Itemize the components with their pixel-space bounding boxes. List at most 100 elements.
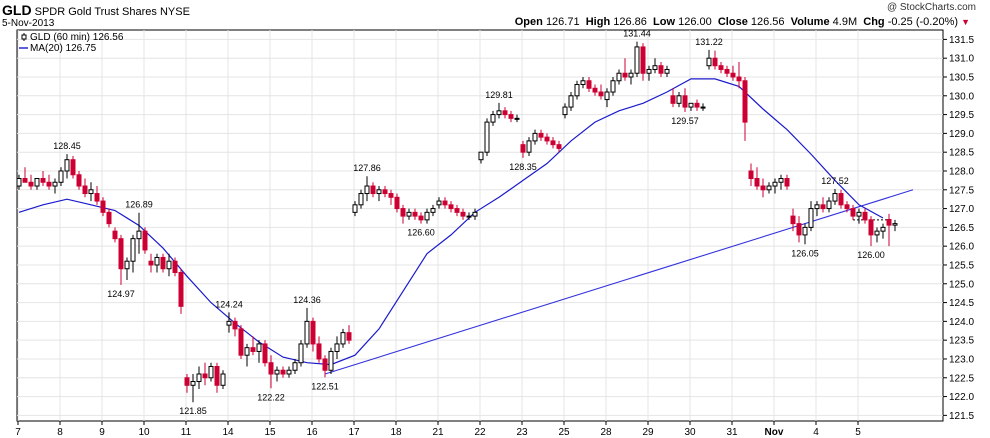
candle-body: [598, 91, 604, 97]
candle-down: [316, 336, 322, 363]
candle-body: [760, 185, 766, 191]
candle-up: [802, 223, 808, 245]
candle-down: [394, 193, 400, 213]
candle-body: [682, 95, 688, 108]
x-tick-label: Nov: [765, 427, 784, 438]
candle-body: [802, 226, 808, 236]
candle-up: [220, 370, 226, 390]
candle-body: [622, 72, 628, 78]
candle-up: [436, 197, 442, 209]
candle-body: [460, 211, 466, 217]
candle-body: [538, 132, 544, 138]
candle-body: [796, 223, 802, 236]
legend-item-price: GLD (60 min) 126.56: [21, 32, 124, 43]
candle-up: [304, 307, 310, 348]
candle-body: [166, 260, 172, 270]
candle-down: [820, 197, 826, 213]
candle-up: [292, 358, 298, 375]
price-label: 131.22: [695, 37, 723, 47]
candle-down: [268, 355, 274, 389]
y-tick-label: 123.5: [949, 336, 974, 347]
y-tick-label: 126.5: [949, 223, 974, 234]
candle-body: [292, 362, 298, 371]
x-tick-label: 22: [474, 427, 486, 438]
candle-up: [814, 201, 820, 217]
candle-body: [544, 136, 550, 142]
candle-body: [670, 95, 676, 104]
candle-body: [388, 193, 394, 198]
high-label: High: [585, 16, 611, 28]
candle-up: [196, 366, 202, 390]
candle-body: [328, 350, 334, 371]
candle-down: [172, 257, 178, 277]
candle-up: [154, 253, 160, 273]
y-tick-label: 124.5: [949, 298, 974, 309]
candle-down: [178, 268, 184, 314]
open-value: 126.71: [545, 16, 580, 28]
volume-value: 4.9M: [832, 16, 858, 28]
candle-up: [664, 65, 670, 77]
candle-up: [856, 208, 862, 224]
candle-body: [652, 65, 658, 70]
candle-down: [460, 208, 466, 220]
candle-up: [880, 223, 886, 239]
price-label: 129.57: [671, 116, 699, 126]
candle-body: [556, 144, 562, 149]
y-tick-label: 127.0: [949, 204, 974, 215]
candle-body: [664, 68, 670, 74]
y-tick-label: 129.0: [949, 129, 974, 140]
ohlc-readout: Open 126.71 High 126.86 Low 126.00 Close…: [515, 16, 970, 28]
candle-body: [334, 343, 340, 352]
candle-body: [592, 87, 598, 93]
candle-body: [358, 193, 364, 206]
legend-label: MA(20) 126.75: [30, 43, 97, 54]
x-tick-label: 7: [15, 427, 21, 438]
candle-body: [148, 260, 154, 266]
candle-body: [106, 211, 112, 225]
candle-body: [436, 200, 442, 206]
candle-body: [412, 211, 418, 217]
candle-up: [688, 102, 694, 111]
legend-label: GLD (60 min) 126.56: [30, 32, 124, 43]
candle-body: [862, 211, 868, 221]
candle-body: [418, 215, 424, 221]
candle-body: [892, 223, 898, 226]
candle-body: [628, 72, 634, 78]
price-label: 128.35: [509, 162, 537, 172]
candle-body: [64, 159, 70, 172]
candle-body: [808, 208, 814, 228]
candle-body: [394, 196, 400, 210]
candle-down: [214, 362, 220, 393]
candle-down: [22, 167, 28, 183]
price-label: 121.85: [179, 406, 207, 416]
candle-up: [226, 312, 232, 333]
candle-body: [118, 238, 124, 270]
candle-body: [886, 218, 892, 226]
candle-up: [514, 114, 520, 123]
candle-up: [490, 110, 496, 126]
candle-body: [76, 174, 82, 187]
x-tick-label: 9: [99, 427, 105, 438]
candle-down: [28, 174, 34, 190]
candle-body: [748, 170, 754, 180]
candle-up: [646, 65, 652, 81]
candle-up: [334, 336, 340, 359]
y-tick-label: 125.5: [949, 260, 974, 271]
candle-up: [826, 197, 832, 213]
x-tick-label: 17: [348, 427, 360, 438]
candle-body: [640, 46, 646, 74]
candle-body: [868, 219, 874, 236]
candle-down: [742, 76, 748, 141]
candle-body: [838, 193, 844, 206]
candle-body: [322, 358, 328, 371]
candle-body: [184, 377, 190, 386]
candle-body: [736, 76, 742, 82]
candle-body: [172, 260, 178, 273]
candle-body: [826, 200, 832, 210]
candle-body: [844, 204, 850, 210]
candle-down: [658, 61, 664, 77]
candle-down: [76, 170, 82, 190]
candle-body: [766, 185, 772, 191]
price-labels: 128.45 126.89 124.97 121.85 124.24 122.22 124.…: [53, 29, 885, 417]
security-name: SPDR Gold Trust Shares: [34, 6, 157, 18]
